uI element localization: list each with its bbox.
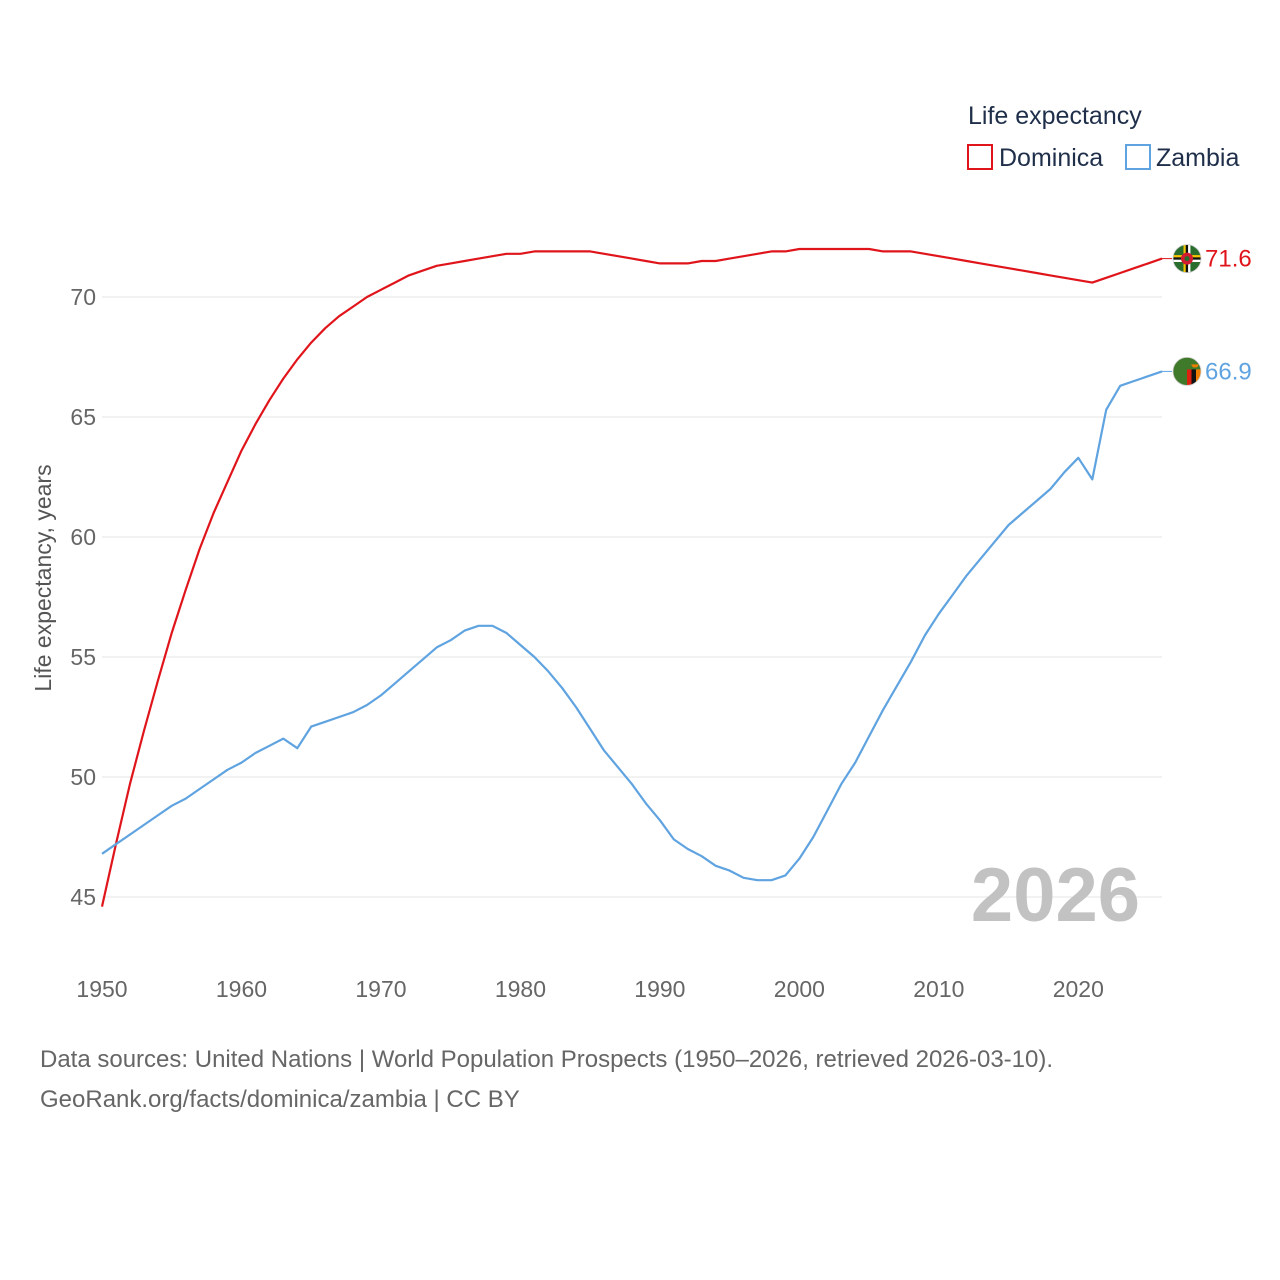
- grid-lines: [102, 296, 1162, 898]
- y-tick-label-50: 50: [70, 764, 96, 790]
- y-axis-title: Life expectancy, years: [30, 464, 56, 691]
- series-layer: [100, 247, 1172, 907]
- legend-label-zambia[interactable]: Zambia: [1156, 144, 1239, 172]
- x-tick-label-2010: 2010: [913, 976, 964, 1002]
- y-axis-ticks: 45 50 55 60 65 70: [70, 284, 96, 910]
- year-watermark: 2026: [971, 853, 1140, 938]
- x-tick-label-2000: 2000: [774, 976, 825, 1002]
- x-tick-label-2020: 2020: [1053, 976, 1104, 1002]
- y-tick-label-65: 65: [70, 404, 96, 430]
- legend-swatch-dominica[interactable]: [967, 144, 993, 170]
- dominica-flag-icon: [1172, 244, 1202, 274]
- source-line-2[interactable]: GeoRank.org/facts/dominica/zambia | CC B…: [40, 1086, 520, 1113]
- x-tick-label-1970: 1970: [355, 976, 406, 1002]
- zambia-end-value: 66.9: [1205, 358, 1252, 385]
- legend-swatch-zambia[interactable]: [1125, 144, 1151, 170]
- x-tick-label-1950: 1950: [76, 976, 127, 1002]
- source-line-1: Data sources: United Nations | World Pop…: [40, 1046, 1054, 1073]
- y-tick-label-55: 55: [70, 644, 96, 670]
- legend-title: Life expectancy: [968, 102, 1142, 130]
- x-axis-ticks: 1950 1960 1970 1980 1990 2000 2010 2020: [76, 976, 1103, 1002]
- x-tick-label-1990: 1990: [634, 976, 685, 1002]
- x-tick-label-1980: 1980: [495, 976, 546, 1002]
- y-tick-label-60: 60: [70, 524, 96, 550]
- legend-label-dominica[interactable]: Dominica: [999, 144, 1103, 172]
- legend: Life expectancy Dominica Zambia: [967, 102, 1239, 172]
- series-line-zambia[interactable]: [101, 370, 1163, 882]
- zambia-flag-icon: [1172, 356, 1202, 386]
- y-tick-label-45: 45: [70, 884, 96, 910]
- series-line-dominica[interactable]: [100, 247, 1163, 907]
- dominica-end-value: 71.6: [1205, 246, 1252, 273]
- y-tick-label-70: 70: [70, 284, 96, 310]
- x-tick-label-1960: 1960: [216, 976, 267, 1002]
